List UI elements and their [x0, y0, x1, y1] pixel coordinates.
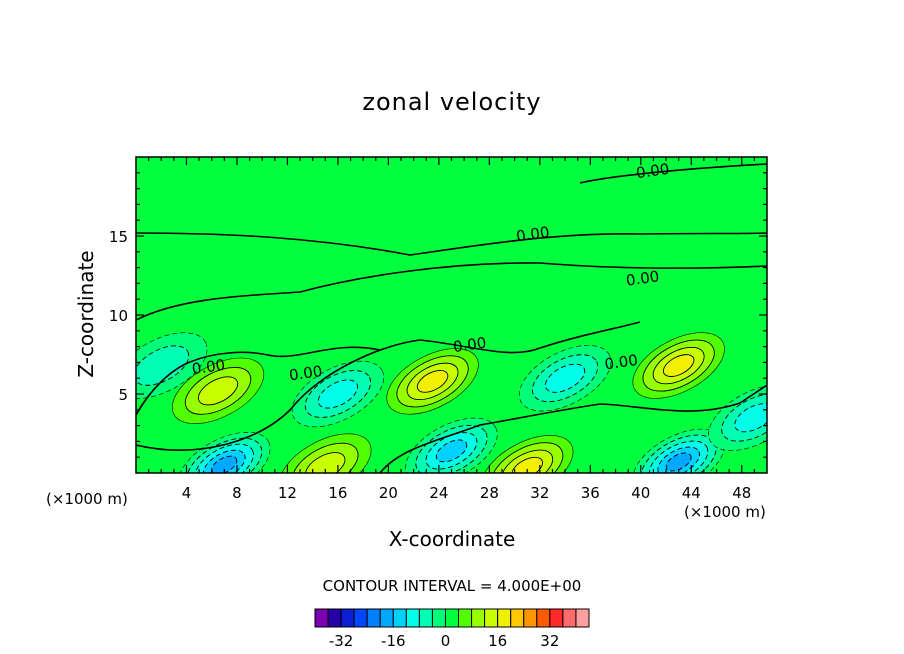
- x-unit-label-left: (×1000 m): [46, 490, 128, 508]
- contour-label: 0.00: [635, 160, 671, 182]
- contour-band: [136, 345, 190, 386]
- contour-interval-label: CONTOUR INTERVAL = 4.000E+00: [322, 577, 582, 595]
- velocity-maximum: [171, 357, 265, 424]
- colorbar-tick-label: 16: [488, 632, 507, 650]
- colorbar-swatch: [523, 608, 538, 628]
- contour-band: [197, 376, 239, 406]
- contour-band: [544, 363, 586, 393]
- x-tick-label: 20: [379, 484, 398, 502]
- colorbar-swatch: [418, 608, 433, 628]
- colorbar-swatch: [340, 608, 355, 628]
- x-tick-label: 24: [429, 484, 448, 502]
- zero-contour-line: [136, 232, 767, 256]
- y-axis-label: Z-coordinate: [74, 250, 98, 378]
- colorbar-tick-label: 32: [540, 632, 559, 650]
- contour-band: [665, 452, 692, 472]
- colorbar-swatch: [562, 608, 577, 628]
- x-tick-label: 40: [631, 484, 650, 502]
- colorbar-tick-label: -32: [329, 632, 354, 650]
- y-tick-label: 15: [109, 228, 128, 246]
- colorbar-swatch: [379, 608, 394, 628]
- colorbar-swatch: [575, 608, 590, 628]
- velocity-maximum: [386, 348, 479, 415]
- colorbar-tick-label: -16: [381, 632, 406, 650]
- field-background: [136, 157, 767, 473]
- contour-band: [317, 379, 359, 409]
- velocity-minimum: [518, 345, 612, 412]
- velocity-maximum: [279, 433, 372, 473]
- colorbar-swatch: [431, 608, 446, 628]
- y-tick-label: 10: [109, 307, 128, 325]
- colorbar-swatch: [327, 608, 342, 628]
- velocity-maximum: [481, 435, 574, 473]
- velocity-minimum: [708, 384, 767, 451]
- x-axis-label: X-coordinate: [388, 527, 516, 551]
- x-tick-label: 28: [480, 484, 499, 502]
- colorbar-swatch: [471, 608, 486, 628]
- velocity-minimum: [405, 417, 498, 473]
- colorbar-swatch: [392, 608, 407, 628]
- colorbar-tick-label: 0: [441, 632, 451, 650]
- contour-label: 0.00: [191, 356, 227, 378]
- zero-contour-line: [379, 384, 767, 473]
- x-tick-label: 48: [732, 484, 751, 502]
- zero-contour-line: [579, 163, 767, 184]
- colorbar-swatch: [405, 608, 420, 628]
- colorbar-swatch: [549, 608, 564, 628]
- x-tick-label: 4: [182, 484, 192, 502]
- colorbar-swatch: [510, 608, 525, 628]
- colorbar-swatch: [444, 608, 460, 628]
- x-tick-label: 16: [328, 484, 347, 502]
- contour-band: [305, 452, 346, 473]
- x-unit-label-right: (×1000 m): [684, 503, 766, 521]
- x-tick-label: 8: [232, 484, 242, 502]
- contour-band: [416, 369, 449, 393]
- y-tick-label: 5: [118, 386, 128, 404]
- contour-label: 0.00: [452, 334, 488, 356]
- contour-band: [435, 439, 468, 463]
- colorbar-swatch: [536, 608, 551, 628]
- contour-band: [734, 403, 767, 433]
- colorbar-swatch: [353, 608, 368, 628]
- contour-band: [662, 354, 695, 377]
- colorbar-swatch: [458, 608, 473, 628]
- contour-band: [511, 456, 543, 473]
- colorbar-swatch: [497, 608, 512, 628]
- x-tick-label: 12: [278, 484, 297, 502]
- velocity-minimum: [178, 431, 271, 473]
- x-tick-label: 32: [530, 484, 549, 502]
- x-tick-label: 36: [581, 484, 600, 502]
- colorbar-swatch: [314, 608, 329, 628]
- colorbar-swatch: [366, 608, 381, 628]
- contour-label: 0.00: [625, 267, 661, 289]
- x-tick-label: 44: [682, 484, 701, 502]
- zero-contour-line: [136, 321, 641, 451]
- colorbar-swatch: [484, 608, 499, 628]
- zero-contour-line: [136, 262, 767, 321]
- zero-contour-line: [136, 346, 381, 416]
- contour-label: 0.00: [603, 351, 639, 373]
- velocity-minimum: [291, 360, 385, 428]
- velocity-maximum: [632, 332, 725, 399]
- contour-label: 0.00: [515, 223, 551, 245]
- chart-title: zonal velocity: [362, 88, 542, 116]
- contour-label: 0.00: [288, 362, 324, 384]
- velocity-minimum: [136, 332, 208, 399]
